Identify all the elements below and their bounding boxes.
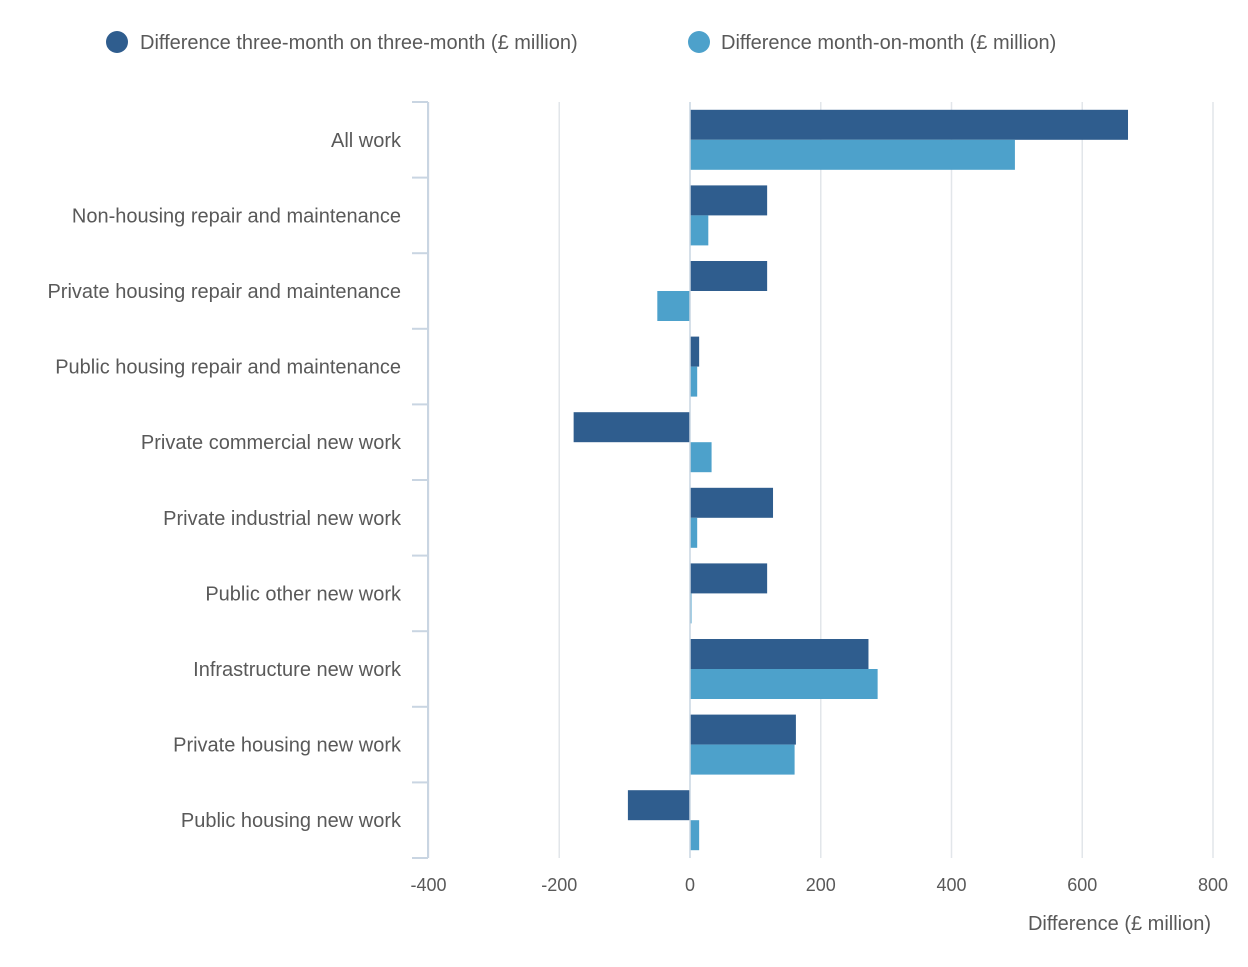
category-label: Private housing repair and maintenance — [47, 281, 401, 303]
category-label: Infrastructure new work — [193, 659, 402, 681]
x-tick-label: 800 — [1198, 875, 1228, 895]
legend: Difference three-month on three-month (£… — [106, 31, 1056, 54]
bar-three-month[interactable] — [690, 336, 700, 367]
bar-three-month[interactable] — [690, 639, 869, 669]
x-tick-label: -400 — [410, 875, 446, 895]
legend-item[interactable]: Difference month-on-month (£ million) — [688, 31, 1056, 54]
x-tick-label: 200 — [806, 875, 836, 895]
legend-label: Difference three-month on three-month (£… — [140, 32, 578, 54]
legend-label: Difference month-on-month (£ million) — [721, 32, 1056, 54]
bar-month-on-month[interactable] — [690, 215, 709, 246]
bar-month-on-month[interactable] — [690, 139, 1015, 170]
grid-lines — [427, 102, 1214, 858]
category-label: All work — [331, 130, 402, 152]
bar-three-month[interactable] — [690, 487, 774, 518]
bar-three-month[interactable] — [573, 412, 690, 443]
category-label: Public housing new work — [181, 810, 402, 832]
category-label: Private industrial new work — [163, 508, 402, 530]
legend-item[interactable]: Difference three-month on three-month (£… — [106, 31, 578, 54]
x-tick-label: 0 — [685, 875, 695, 895]
bar-three-month[interactable] — [690, 563, 768, 594]
bar-three-month[interactable] — [690, 109, 1129, 140]
x-tick-label: -200 — [541, 875, 577, 895]
category-label: Public other new work — [205, 583, 402, 605]
legend-marker — [688, 31, 710, 53]
bar-month-on-month[interactable] — [657, 291, 690, 321]
bar-month-on-month[interactable] — [690, 669, 878, 699]
bar-month-on-month[interactable] — [690, 366, 698, 397]
bar-month-on-month[interactable] — [690, 517, 698, 548]
category-labels: All work Non-housing repair and maintenan… — [47, 130, 402, 832]
bar-three-month[interactable] — [690, 261, 768, 291]
bar-three-month[interactable] — [690, 714, 796, 745]
x-axis-title: Difference (£ million) — [1028, 913, 1211, 935]
bar-month-on-month[interactable] — [690, 442, 712, 473]
category-label: Non-housing repair and maintenance — [72, 205, 401, 227]
x-tick-label: 600 — [1067, 875, 1097, 895]
bars — [573, 102, 1129, 858]
category-label: Private housing new work — [173, 735, 402, 757]
category-label: Private commercial new work — [141, 432, 402, 454]
bar-three-month[interactable] — [690, 185, 768, 216]
bar-three-month[interactable] — [627, 790, 690, 821]
x-tick-label: 400 — [936, 875, 966, 895]
category-label: Public housing repair and maintenance — [55, 357, 401, 379]
category-axis — [412, 101, 429, 859]
legend-marker — [106, 31, 128, 53]
x-tick-labels: -400 -200 0 200 400 600 800 — [410, 875, 1228, 895]
bar-month-on-month[interactable] — [690, 820, 700, 851]
bar-month-on-month[interactable] — [690, 744, 795, 775]
